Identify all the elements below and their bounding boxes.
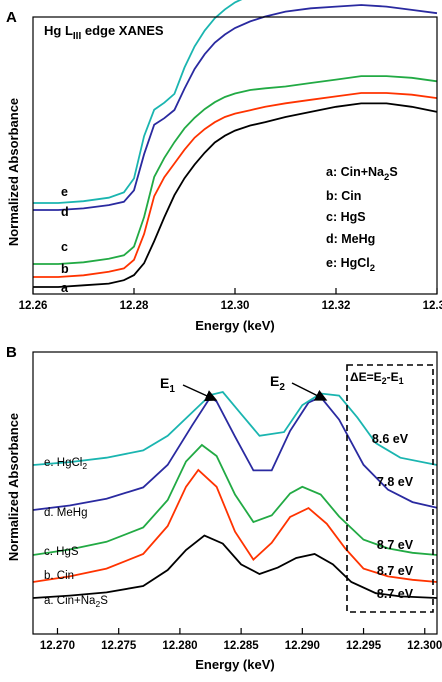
curve-letter-d: d — [61, 205, 69, 219]
panel-a-xlabel: Energy (keV) — [195, 318, 274, 333]
x-tick-label: 12.30 — [221, 300, 250, 312]
legend-item-a: a: Cin+Na2S — [326, 165, 398, 183]
panel-a-xaxis: 12.26 12.28 12.30 12.32 12.34 — [19, 288, 442, 312]
series-line — [32, 468, 438, 583]
panel-a-frame — [32, 16, 438, 295]
curve-letter-c: c — [61, 240, 68, 254]
panel-b-xaxis: 12.270 12.275 12.280 12.285 12.290 12.295 12.3… — [40, 628, 442, 652]
x-tick-label: 12.26 — [19, 300, 48, 312]
curve-letter-e: e — [61, 185, 68, 199]
peak-e2: E2 — [270, 373, 328, 401]
x-tick-label: 12.32 — [322, 300, 351, 312]
delta-e-value: 7.8 eV — [377, 475, 414, 489]
curve-label-hgcl2: e. HgCl2 — [44, 457, 87, 471]
delta-e-value: 8.7 eV — [377, 564, 414, 578]
panel-b-plot — [32, 390, 438, 599]
delta-e-values: 8.6 eV 7.8 eV 8.7 eV 8.7 eV 8.7 eV — [372, 432, 414, 601]
panel-a-title: Hg LIII edge XANES — [44, 23, 164, 42]
curve-label-mehg: d. MeHg — [44, 507, 87, 519]
x-tick-label: 12.34 — [423, 300, 442, 312]
panel-b-frame — [32, 351, 438, 635]
x-tick-label: 12.300 — [407, 640, 442, 652]
legend-item-d: d: MeHg — [326, 232, 375, 246]
series-line — [32, 390, 438, 466]
legend-item-c: c: HgS — [326, 210, 366, 224]
peak-e1: E1 — [160, 375, 218, 402]
curve-label-cin-na2s: a. Cin+Na2S — [44, 595, 108, 609]
panel-b-xlabel: Energy (keV) — [195, 657, 274, 672]
panel-a-plot — [33, 0, 438, 288]
series-line-c — [33, 75, 438, 265]
legend-item-e: e: HgCl2 — [326, 256, 375, 274]
curve-label-cin: b. Cin — [44, 570, 74, 582]
panel-a-legend: a: Cin+Na2S b: Cin c: HgS d: MeHg e: HgC… — [326, 165, 398, 274]
panel-a-ylabel-text: Normalized Absorbance — [6, 98, 21, 246]
x-tick-label: 12.285 — [224, 640, 260, 652]
delta-e-value: 8.6 eV — [372, 432, 409, 446]
panel-b-curve-labels: e. HgCl2 d. MeHg c. HgS b. Cin a. Cin+Na… — [44, 457, 108, 609]
delta-e-box — [346, 364, 434, 613]
panel-a-letter: A — [6, 9, 17, 26]
curve-letter-a: a — [61, 281, 69, 295]
series-line-d — [33, 4, 438, 211]
delta-e-value: 8.7 eV — [377, 538, 414, 552]
x-tick-label: 12.290 — [285, 640, 320, 652]
series-line-e — [33, 0, 243, 204]
peak-e1-arrow — [182, 384, 218, 402]
series-line-a — [33, 102, 438, 288]
delta-e-value: 8.7 eV — [377, 587, 414, 601]
panel-a-title-text: Hg LIII edge XANES — [44, 23, 164, 42]
x-tick-label: 12.295 — [346, 640, 382, 652]
legend-item-b: b: Cin — [326, 189, 361, 203]
series-line-b — [33, 92, 438, 278]
panel-a-ylabel: Normalized Absorbance — [6, 98, 21, 246]
curve-label-hgs: c. HgS — [44, 546, 79, 558]
x-tick-label: 12.280 — [162, 640, 197, 652]
series-line — [32, 395, 438, 511]
peak-e2-label: E2 — [270, 373, 285, 393]
peak-e1-label: E1 — [160, 375, 175, 395]
panel-b-ylabel: Normalized Absorbance — [6, 413, 21, 561]
peak-e2-arrow — [291, 382, 328, 401]
panel-b-letter: B — [6, 344, 17, 361]
panel-b-ylabel-text: Normalized Absorbance — [6, 413, 21, 561]
curve-letter-b: b — [61, 262, 69, 276]
series-line — [32, 443, 438, 556]
delta-e-box-title: ΔE=E2-E1 — [350, 370, 404, 386]
x-tick-label: 12.28 — [120, 300, 149, 312]
x-tick-label: 12.270 — [40, 640, 75, 652]
series-line — [32, 534, 438, 599]
x-tick-label: 12.275 — [101, 640, 137, 652]
panel-a-curve-letters: e d c b a — [61, 185, 69, 295]
